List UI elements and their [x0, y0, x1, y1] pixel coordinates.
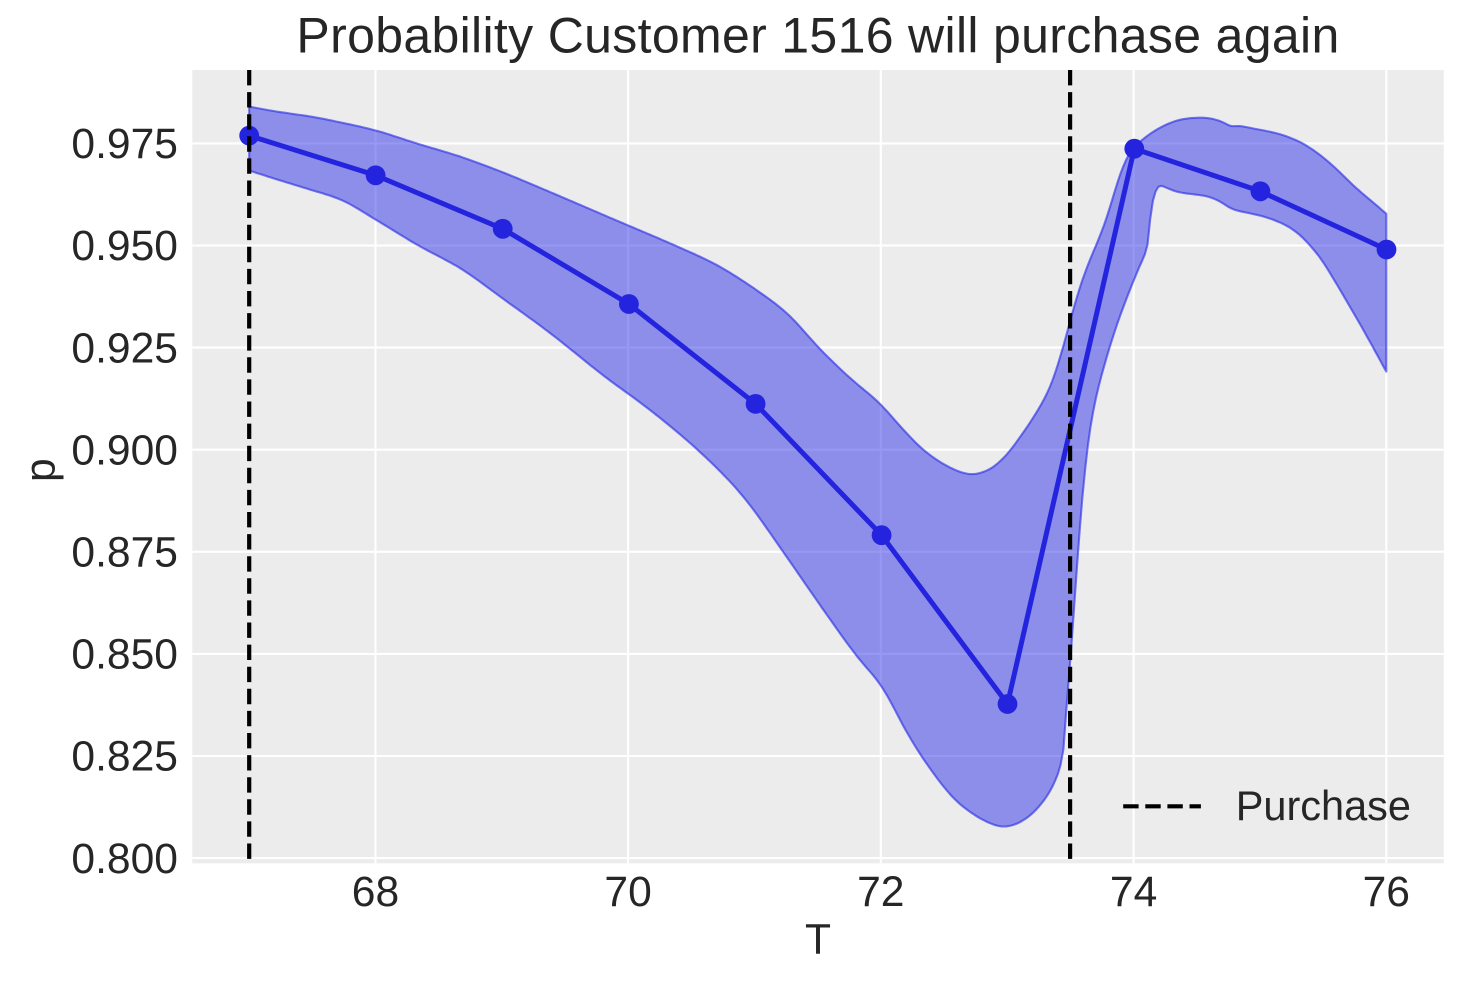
svg-text:0.825: 0.825	[71, 733, 178, 781]
svg-text:74: 74	[1110, 868, 1157, 916]
svg-text:0.975: 0.975	[71, 120, 178, 168]
svg-text:0.800: 0.800	[71, 835, 178, 883]
svg-text:68: 68	[352, 868, 399, 916]
svg-text:0.925: 0.925	[71, 324, 178, 372]
svg-text:0.850: 0.850	[71, 631, 178, 679]
svg-text:p: p	[16, 458, 64, 482]
svg-text:0.875: 0.875	[71, 529, 178, 577]
svg-text:70: 70	[604, 868, 651, 916]
svg-text:Purchase: Purchase	[1236, 782, 1411, 829]
svg-text:T: T	[805, 915, 831, 963]
svg-text:Probability Customer 1516 will: Probability Customer 1516 will purchase …	[296, 8, 1339, 64]
svg-text:72: 72	[857, 868, 904, 916]
svg-text:0.900: 0.900	[71, 426, 178, 474]
svg-text:76: 76	[1363, 868, 1410, 916]
svg-text:0.950: 0.950	[71, 222, 178, 270]
